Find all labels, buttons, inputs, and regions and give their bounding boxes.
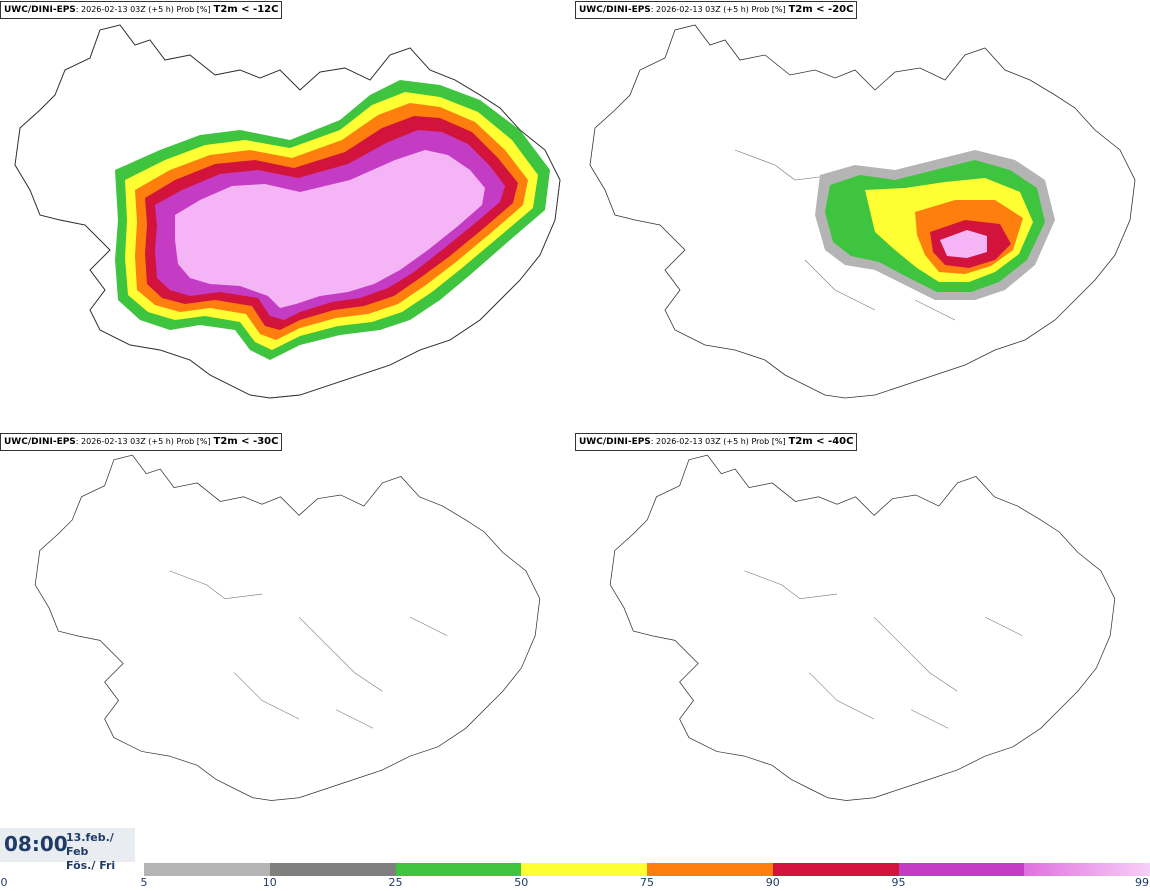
iceland-coastline	[589, 24, 1136, 399]
iceland-map	[34, 454, 541, 801]
colorbar-segment	[269, 863, 396, 876]
colorbar-tick-label: 5	[140, 876, 148, 889]
colorbar-segment	[772, 863, 899, 876]
iceland-map	[14, 24, 561, 399]
panel-title: UWC/DINI-EPS: 2026-02-13 03Z (+5 h) Prob…	[0, 1, 283, 19]
map-panel-t2m-12: UWC/DINI-EPS: 2026-02-13 03Z (+5 h) Prob…	[0, 0, 575, 432]
iceland-coastline	[609, 454, 1116, 801]
map-panel-t2m-30: UWC/DINI-EPS: 2026-02-13 03Z (+5 h) Prob…	[0, 432, 575, 864]
valid-time: 08:00	[4, 832, 68, 856]
iceland-map	[589, 24, 1136, 399]
valid-date: 13.feb./ Feb Fös./ Fri	[66, 831, 135, 873]
colorbar-segment	[144, 863, 271, 876]
date-line: 13.feb./ Feb	[66, 831, 114, 858]
colorbar-tick-label: 95	[891, 876, 906, 889]
prob-region-pink	[175, 150, 485, 308]
colorbar-tick-label: 75	[640, 876, 654, 889]
prob-region-pink	[940, 230, 987, 258]
panel-title: UWC/DINI-EPS: 2026-02-13 03Z (+5 h) Prob…	[0, 433, 283, 451]
map-panel-t2m-20: UWC/DINI-EPS: 2026-02-13 03Z (+5 h) Prob…	[575, 0, 1150, 432]
colorbar-tick-label: 50	[514, 876, 529, 889]
panel-title: UWC/DINI-EPS: 2026-02-13 03Z (+5 h) Prob…	[575, 1, 858, 19]
probability-colorbar	[144, 863, 1150, 876]
iceland-map	[609, 454, 1116, 801]
colorbar-segment	[647, 863, 774, 876]
colorbar-tick-label: 10	[262, 876, 277, 889]
colorbar-tick-label: 0	[0, 876, 8, 889]
colorbar-segment	[898, 863, 1025, 876]
day-line: Fös./ Fri	[66, 859, 116, 872]
colorbar-segment	[521, 863, 648, 876]
valid-time-box: 08:00 13.feb./ Feb Fös./ Fri	[0, 828, 135, 872]
colorbar-segment	[395, 863, 522, 876]
colorbar-tick-label: 25	[388, 876, 403, 889]
colorbar-segment	[1024, 863, 1150, 876]
colorbar-tick-label: 90	[765, 876, 780, 889]
colorbar-tick-label: 99	[1135, 876, 1149, 889]
panel-title: UWC/DINI-EPS: 2026-02-13 03Z (+5 h) Prob…	[575, 433, 858, 451]
map-panel-t2m-40: UWC/DINI-EPS: 2026-02-13 03Z (+5 h) Prob…	[575, 432, 1150, 864]
iceland-coastline	[34, 454, 541, 801]
